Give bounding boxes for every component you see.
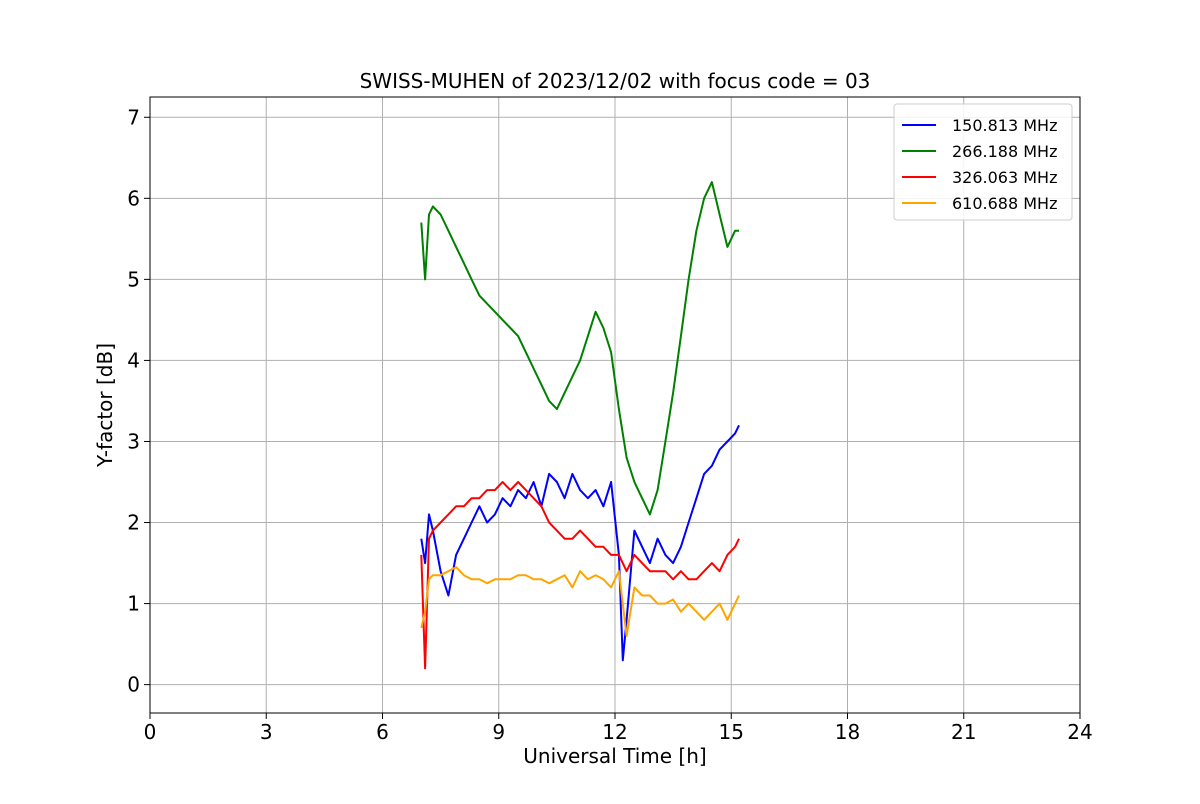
legend: 150.813 MHz 266.188 MHz 326.063 MHz 610.688… (893, 103, 1073, 221)
series-line-2 (420, 481, 740, 670)
x-tick-label: 3 (260, 720, 273, 744)
y-tick-label: 5 (127, 267, 140, 291)
y-tick-label: 0 (127, 673, 140, 697)
y-tick-label: 2 (127, 511, 140, 535)
x-tick-label: 24 (1067, 720, 1092, 744)
series-line-3 (420, 566, 740, 637)
plot-frame (149, 96, 1081, 714)
chart-title: SWISS-MUHEN of 2023/12/02 with focus cod… (360, 69, 871, 93)
x-tick-label: 12 (602, 720, 627, 744)
legend-label: 266.188 MHz (952, 142, 1057, 161)
y-tick-label: 7 (127, 105, 140, 129)
y-axis-label: Y-factor [dB] (93, 343, 117, 468)
x-tick-label: 9 (492, 720, 505, 744)
x-axis-label: Universal Time [h] (523, 744, 706, 768)
legend-label: 150.813 MHz (952, 116, 1057, 135)
series-line-1 (420, 181, 739, 516)
x-tick-label: 21 (951, 720, 976, 744)
series-lines (420, 181, 740, 670)
series-line-0 (420, 424, 740, 662)
y-tick-label: 3 (127, 429, 140, 453)
y-tick-label: 1 (127, 592, 140, 616)
legend-box (893, 103, 1073, 221)
x-tick-label: 6 (376, 720, 389, 744)
grid (149, 97, 1081, 713)
x-tick-label: 15 (719, 720, 744, 744)
legend-label: 326.063 MHz (952, 168, 1057, 187)
x-tick-label: 18 (835, 720, 860, 744)
x-tick-label: 0 (144, 720, 157, 744)
legend-label: 610.688 MHz (952, 194, 1057, 213)
y-tick-label: 6 (127, 186, 140, 210)
y-tick-label: 4 (127, 348, 140, 372)
